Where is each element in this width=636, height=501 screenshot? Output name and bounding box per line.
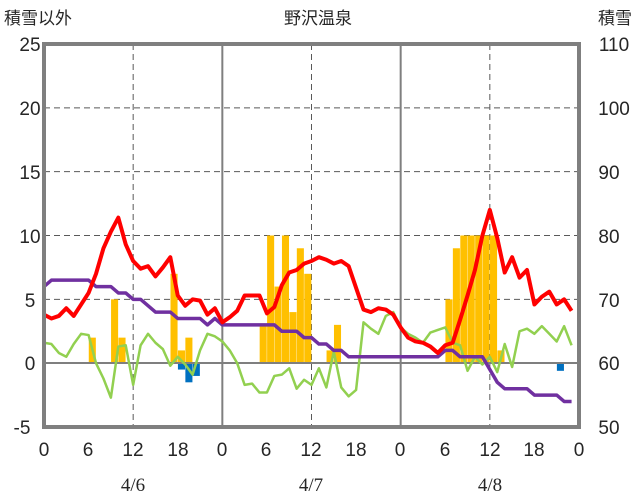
snowfall-bar <box>185 363 193 383</box>
x-tick-label: 0 <box>574 440 585 461</box>
right-tick-label: 80 <box>598 227 619 248</box>
precip-bar <box>490 235 498 364</box>
precip-bar <box>259 324 267 364</box>
series-line-green <box>43 310 573 399</box>
date-labels: 4/6 4/7 4/8 <box>121 475 502 496</box>
x-tick-label: 12 <box>300 440 321 461</box>
date-label: 4/7 <box>299 475 323 496</box>
right-tick-label: 60 <box>598 354 619 375</box>
x-tick-label: 6 <box>83 440 94 461</box>
precip-bar <box>475 235 483 364</box>
left-y-ticks: 25 20 15 10 5 0 -5 <box>14 35 41 439</box>
right-axis-title: 積雪 <box>598 9 632 29</box>
precip-bar <box>482 235 490 364</box>
x-tick-label: 12 <box>122 440 143 461</box>
x-tick-label: 6 <box>261 440 272 461</box>
precip-bar <box>281 235 290 364</box>
left-tick-label: 15 <box>19 163 40 184</box>
right-tick-label: 110 <box>599 35 629 56</box>
precip-bar <box>467 235 475 364</box>
precip-bar <box>289 312 297 364</box>
x-tick-label: 18 <box>345 440 366 461</box>
bars-layer <box>88 235 564 383</box>
precip-bar <box>304 273 312 364</box>
snowfall-bar <box>177 363 185 370</box>
left-tick-label: -5 <box>14 418 31 439</box>
lines-layer <box>42 207 574 404</box>
x-tick-label: 0 <box>217 440 228 461</box>
series-line-purple <box>42 278 572 404</box>
x-tick-label: 12 <box>479 440 500 461</box>
x-tick-label: 18 <box>523 440 544 461</box>
right-tick-label: 100 <box>598 99 630 120</box>
left-tick-label: 0 <box>25 354 36 375</box>
date-label: 4/8 <box>478 475 502 496</box>
left-tick-label: 20 <box>19 99 40 120</box>
precip-bar <box>118 337 126 364</box>
right-tick-label: 90 <box>598 163 619 184</box>
precip-bar <box>326 350 334 364</box>
snowfall-bar <box>556 363 564 371</box>
precip-bar <box>296 248 304 364</box>
precip-bar <box>185 337 193 364</box>
plot-frame <box>42 42 581 429</box>
x-tick-label: 0 <box>395 440 406 461</box>
right-tick-label: 70 <box>598 291 619 312</box>
left-tick-label: 25 <box>19 35 40 56</box>
chart-title: 野沢温泉 <box>284 9 352 29</box>
right-tick-label: 50 <box>598 418 619 439</box>
precip-bar <box>170 273 178 364</box>
left-tick-label: 10 <box>19 227 40 248</box>
precip-bar <box>177 350 185 364</box>
snowfall-bar <box>192 363 200 376</box>
date-label: 4/6 <box>121 475 145 496</box>
precip-bar <box>460 235 468 364</box>
precip-bar <box>267 235 275 364</box>
precip-bar <box>333 324 342 364</box>
x-ticks: 0 6 12 18 0 6 12 18 0 6 12 18 0 <box>39 440 585 461</box>
precip-bar <box>445 299 453 364</box>
x-tick-label: 0 <box>39 440 50 461</box>
series-line-red <box>43 207 574 355</box>
right-y-ticks: 110 100 90 80 70 60 50 <box>598 35 630 439</box>
left-tick-label: 5 <box>25 291 36 312</box>
left-axis-title: 積雪以外 <box>4 9 72 29</box>
precip-bar <box>111 299 119 364</box>
precip-bar <box>452 248 460 364</box>
x-tick-label: 6 <box>440 440 451 461</box>
x-tick-label: 18 <box>167 440 188 461</box>
precip-bar <box>274 286 282 364</box>
